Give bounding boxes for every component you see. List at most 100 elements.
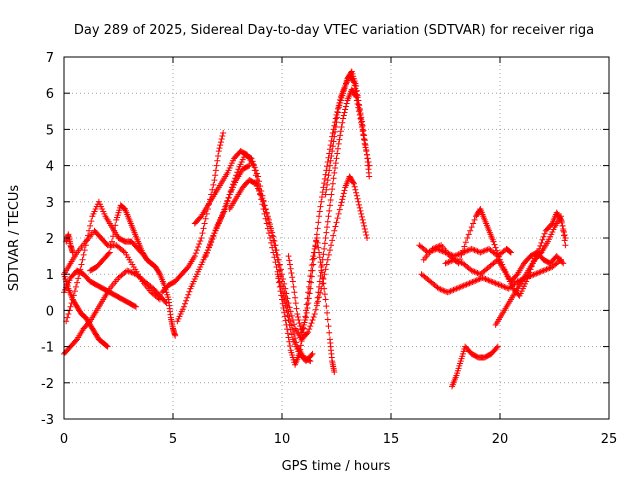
data-point (332, 165, 339, 172)
data-point (203, 210, 210, 217)
data-point (363, 148, 370, 155)
data-point (493, 344, 500, 351)
data-point (321, 291, 328, 298)
data-point (316, 283, 323, 290)
data-point (353, 192, 360, 199)
data-point (322, 266, 329, 273)
x-tick-label: 10 (274, 432, 291, 447)
data-point (328, 152, 335, 159)
data-point (287, 265, 294, 272)
data-point (205, 244, 212, 251)
data-point (276, 261, 283, 268)
data-point (448, 257, 455, 264)
data-points (61, 68, 569, 390)
data-point (296, 320, 303, 327)
data-point (105, 250, 112, 257)
data-point (327, 157, 334, 164)
data-point (276, 267, 283, 274)
data-point (251, 180, 258, 187)
x-tick-label: 15 (383, 432, 400, 447)
x-tick-label: 5 (169, 432, 177, 447)
data-point (319, 256, 326, 263)
data-point (281, 280, 288, 287)
data-point (357, 207, 364, 214)
data-point (280, 276, 287, 283)
data-point (228, 184, 235, 191)
data-point (281, 313, 288, 320)
data-point (217, 142, 224, 149)
data-point (261, 202, 268, 209)
data-point (355, 97, 362, 104)
data-point (316, 294, 323, 301)
data-point (533, 270, 540, 277)
data-point (464, 235, 471, 241)
data-point (536, 269, 543, 276)
data-point (201, 220, 208, 227)
data-point (283, 321, 290, 328)
data-point (311, 311, 318, 318)
data-point (560, 227, 567, 234)
data-point (457, 259, 464, 266)
data-point (353, 93, 360, 100)
data-point (212, 172, 219, 179)
data-point (468, 245, 475, 252)
data-point (273, 247, 280, 254)
data-point (323, 261, 330, 268)
data-point (302, 314, 309, 321)
data-point (493, 257, 500, 264)
data-point (430, 245, 437, 252)
data-point (276, 279, 283, 286)
data-point (293, 305, 300, 312)
data-point (313, 237, 320, 244)
data-point (358, 210, 365, 217)
data-point (128, 269, 135, 276)
data-point (336, 206, 343, 213)
data-point (306, 326, 313, 333)
data-point (484, 246, 491, 253)
data-point (471, 247, 478, 254)
data-point (321, 175, 328, 182)
data-point (478, 248, 485, 255)
y-tick-label: -1 (41, 341, 54, 356)
y-tick-label: -2 (41, 377, 54, 392)
data-point (313, 300, 320, 307)
data-point (361, 222, 368, 229)
data-point (329, 237, 336, 244)
data-point (334, 215, 341, 222)
x-tick-label: 0 (60, 432, 68, 447)
data-point (355, 198, 362, 205)
data-point (127, 268, 134, 275)
data-point (559, 222, 566, 229)
data-point (451, 256, 458, 263)
data-point (185, 291, 192, 298)
data-point (83, 237, 90, 244)
data-point (454, 285, 461, 292)
data-point (429, 245, 436, 252)
data-point (350, 180, 357, 187)
data-point (275, 256, 282, 263)
data-point (103, 342, 110, 349)
data-point (227, 187, 234, 194)
data-point (462, 239, 469, 246)
data-point (307, 285, 314, 292)
data-point (269, 229, 276, 236)
data-point (272, 242, 279, 249)
data-point (225, 195, 232, 202)
data-point (480, 248, 487, 255)
series-sat-u (492, 213, 569, 328)
data-point (281, 309, 288, 316)
data-point (308, 262, 315, 269)
data-point (308, 320, 315, 327)
data-point (470, 268, 477, 275)
data-point (295, 317, 302, 324)
data-point (339, 119, 346, 126)
data-point (283, 290, 290, 297)
data-point (311, 249, 318, 256)
data-point (263, 209, 270, 216)
data-point (323, 186, 330, 193)
data-point (251, 164, 258, 171)
data-point (340, 190, 347, 197)
data-point (537, 268, 544, 275)
data-point (507, 248, 514, 255)
data-point (332, 223, 339, 230)
